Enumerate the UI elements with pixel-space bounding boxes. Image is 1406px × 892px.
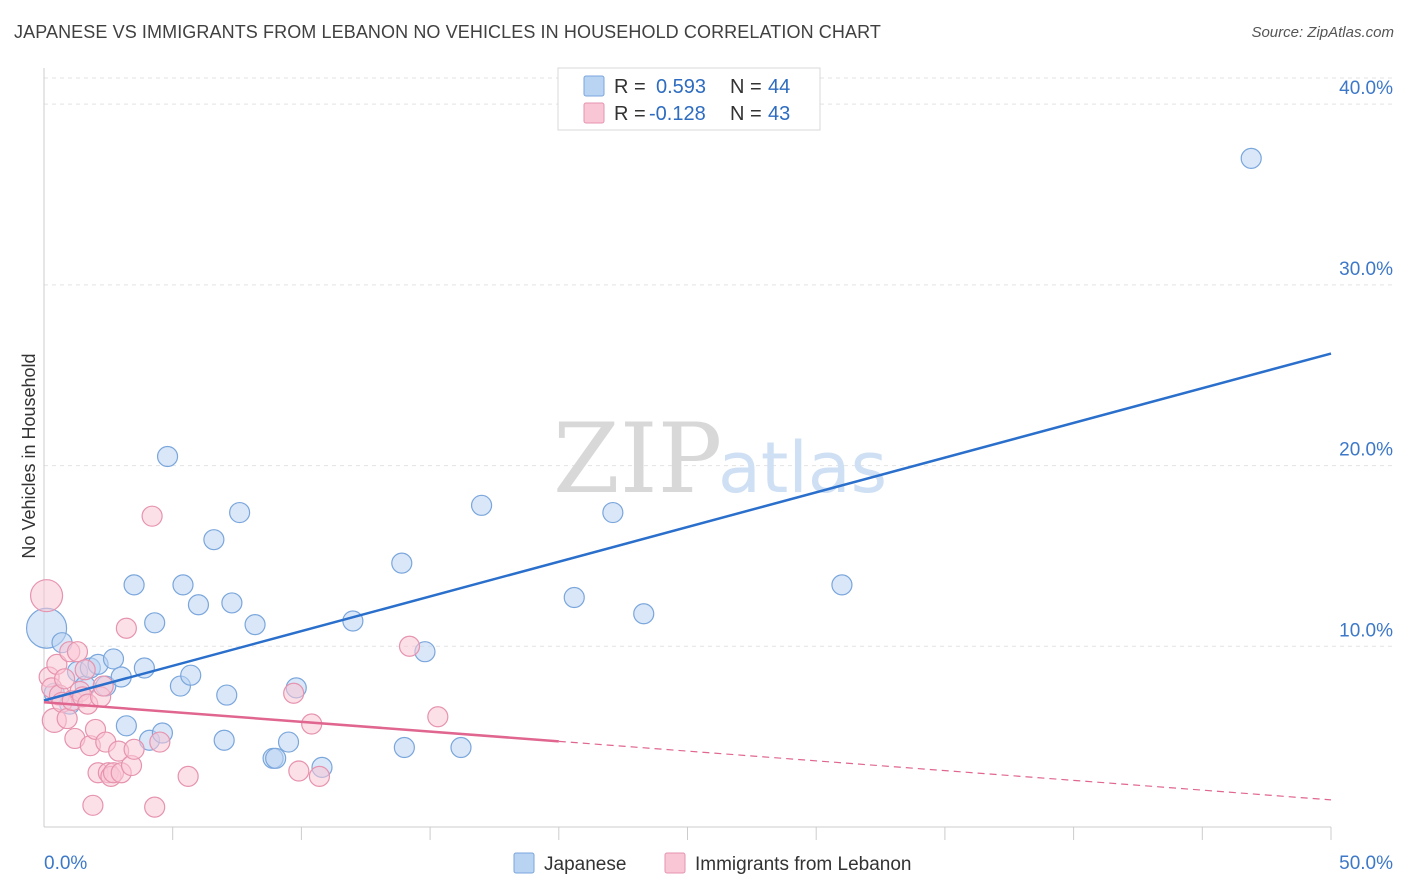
point-japanese	[216, 684, 238, 706]
point-japanese	[203, 529, 225, 551]
x-tick-label-min: 0.0%	[44, 853, 87, 874]
point-lebanon	[82, 794, 104, 816]
watermark-zip: ZIP	[553, 403, 722, 515]
point-lebanon	[56, 707, 78, 730]
point-lebanon	[283, 682, 305, 704]
legend-n-label-japanese: N =	[730, 76, 762, 98]
point-japanese	[172, 574, 194, 596]
point-japanese	[633, 603, 655, 625]
x-tick-label-max: 50.0%	[1339, 853, 1393, 874]
legend-r-value-lebanon: -0.128	[649, 103, 706, 125]
legend-r-label-japanese: R =	[614, 76, 646, 98]
source-label: Source: ZipAtlas.com	[1251, 24, 1394, 41]
point-lebanon	[144, 796, 166, 818]
point-lebanon	[398, 635, 421, 657]
point-lebanon	[141, 505, 163, 527]
legend-r-value-japanese: 0.593	[656, 76, 706, 98]
point-lebanon	[66, 641, 89, 663]
bottom-legend: Japanese Immigrants from Lebanon	[513, 852, 912, 875]
watermark: ZIP atlas	[553, 403, 887, 515]
point-japanese	[393, 736, 415, 759]
y-tick-label: 40.0%	[1339, 78, 1393, 99]
point-japanese	[602, 501, 624, 524]
point-lebanon	[29, 579, 64, 613]
point-japanese	[144, 612, 166, 634]
point-lebanon	[308, 765, 331, 788]
bottom-legend-swatch-japanese	[513, 852, 535, 874]
point-lebanon	[177, 765, 199, 788]
trend-line-japanese	[43, 352, 1332, 702]
point-lebanon	[288, 760, 310, 782]
legend-n-label-lebanon: N =	[730, 103, 762, 125]
y-tick-label: 10.0%	[1339, 620, 1393, 641]
point-lebanon	[53, 668, 76, 690]
point-japanese	[123, 574, 145, 596]
point-japanese	[244, 613, 266, 636]
point-lebanon	[427, 706, 449, 728]
point-japanese	[115, 715, 137, 737]
trend-line-lebanon-dashed	[558, 740, 1332, 801]
point-japanese	[265, 747, 287, 769]
point-japanese	[342, 610, 364, 632]
point-lebanon	[149, 731, 171, 753]
legend-n-value-japanese: 44	[768, 76, 790, 98]
point-japanese	[563, 586, 585, 609]
point-japanese	[180, 664, 202, 686]
point-lebanon	[123, 738, 145, 760]
trend-lines	[43, 352, 1332, 801]
point-japanese	[187, 594, 210, 616]
bottom-legend-swatch-lebanon	[664, 852, 686, 874]
trend-line-lebanon	[43, 701, 559, 743]
legend: R = 0.593 N = 44 R = -0.128 N = 43	[557, 67, 821, 131]
point-japanese	[277, 731, 300, 753]
point-japanese	[213, 729, 235, 751]
y-tick-label: 20.0%	[1339, 440, 1393, 461]
bottom-legend-label-lebanon: Immigrants from Lebanon	[695, 854, 912, 875]
point-japanese	[831, 574, 853, 596]
point-japanese	[229, 501, 251, 524]
axes: 10.0% 20.0% 30.0% 40.0% 0.0% 50.0%	[43, 68, 1393, 874]
chart-title: JAPANESE VS IMMIGRANTS FROM LEBANON NO V…	[14, 22, 881, 42]
legend-r-label-lebanon: R =	[614, 103, 646, 125]
y-axis-label: No Vehicles in Household	[19, 353, 39, 558]
point-japanese	[1240, 147, 1262, 169]
point-japanese	[102, 648, 125, 670]
bottom-legend-label-japanese: Japanese	[544, 854, 626, 875]
legend-swatch-lebanon	[583, 102, 605, 124]
point-japanese	[470, 494, 493, 516]
legend-n-value-lebanon: 43	[768, 103, 790, 125]
point-japanese	[221, 592, 243, 614]
point-lebanon	[115, 617, 137, 639]
point-lebanon	[74, 659, 96, 681]
point-japanese	[391, 552, 413, 574]
y-tick-label: 30.0%	[1339, 259, 1393, 280]
legend-swatch-japanese	[583, 75, 605, 97]
grid-lines	[44, 77, 1393, 647]
point-japanese	[450, 736, 472, 759]
point-japanese	[156, 445, 179, 468]
